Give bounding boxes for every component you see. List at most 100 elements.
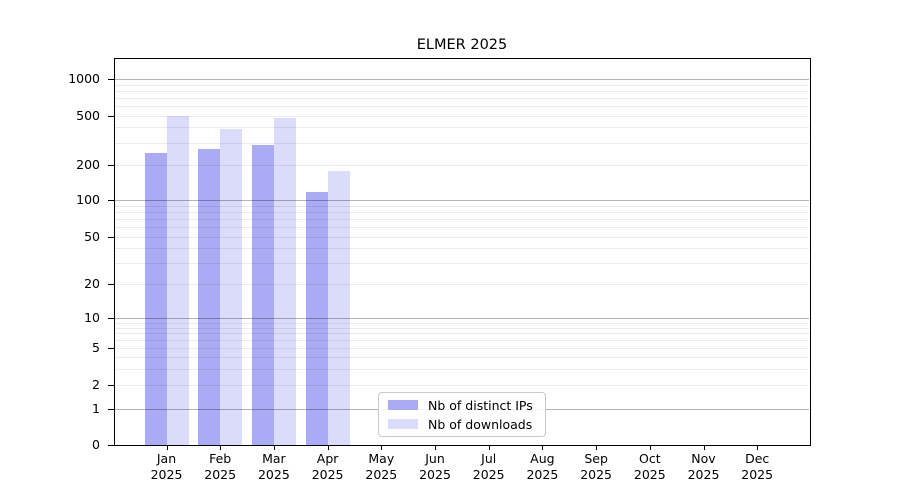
x-tick-label-dec: Dec 2025	[725, 451, 789, 483]
bar-nb-of-distinct-ips-feb	[198, 149, 221, 445]
x-tick-jun	[435, 446, 436, 450]
y-tick-label-0: 0	[92, 437, 100, 452]
x-tick-year: 2025	[257, 467, 290, 482]
gridline-minor-700	[115, 97, 809, 99]
y-tick-label-200: 200	[76, 156, 100, 172]
gridline-minor-8	[115, 327, 809, 329]
gridline-minor-6	[115, 340, 809, 342]
y-tick-label-100: 100	[76, 192, 100, 207]
gridline-minor-200	[115, 164, 809, 166]
x-tick-month: Dec	[745, 451, 770, 466]
y-tick-label-1: 1	[92, 400, 100, 416]
x-tick-month: Sep	[584, 451, 608, 466]
y-tick-label-10: 10	[84, 310, 100, 325]
x-tick-month: Apr	[316, 451, 339, 466]
gridline-minor-5	[115, 348, 809, 349]
y-tick-1000	[108, 79, 114, 80]
bar-nb-of-downloads-jan	[166, 115, 189, 445]
x-tick-year: 2025	[472, 467, 505, 482]
chart-title: ELMER 2025	[416, 37, 508, 53]
x-tick-jan	[166, 446, 168, 450]
bar-nb-of-downloads-mar	[273, 117, 296, 445]
x-tick-month: Oct	[638, 451, 661, 466]
x-tick-nov	[703, 446, 705, 450]
x-tick-aug	[542, 446, 544, 450]
y-tick-label-1000: 1000	[68, 71, 100, 86]
gridline-minor-2	[115, 385, 809, 386]
x-tick-month: Jul	[481, 451, 497, 466]
x-tick-label-mar: Mar 2025	[242, 451, 306, 483]
x-tick-oct	[649, 446, 651, 450]
x-tick-year: 2025	[687, 467, 720, 482]
gridline-minor-90	[115, 205, 809, 207]
x-tick-year: 2025	[741, 467, 774, 482]
y-tick-1	[108, 408, 114, 410]
bar-nb-of-downloads-feb	[220, 129, 243, 445]
gridline-minor-20	[115, 283, 809, 285]
x-tick-dec	[757, 446, 759, 450]
bar-nb-of-distinct-ips-apr	[305, 191, 328, 445]
gridline-major-10	[115, 318, 809, 319]
x-tick-year: 2025	[204, 467, 237, 482]
y-tick-50	[108, 237, 114, 238]
x-tick-year: 2025	[526, 467, 559, 482]
x-tick-month: May	[368, 451, 395, 466]
y-tick-label-2: 2	[92, 377, 100, 392]
y-tick-label-500: 500	[76, 107, 100, 123]
x-tick-label-feb: Feb 2025	[188, 451, 252, 483]
gridline-minor-30	[115, 262, 809, 264]
gridline-minor-300	[115, 142, 809, 144]
legend: Nb of distinct IPs Nb of downloads	[378, 392, 546, 437]
gridline-minor-800	[115, 90, 809, 92]
y-tick-5	[108, 348, 114, 349]
x-tick-feb	[220, 446, 222, 450]
bar-nb-of-distinct-ips-jan	[144, 152, 167, 445]
x-tick-label-jun: Jun 2025	[403, 451, 467, 483]
x-tick-month: Feb	[209, 451, 232, 466]
gridline-minor-70	[115, 219, 809, 221]
x-tick-may	[381, 446, 383, 450]
x-tick-label-jan: Jan 2025	[135, 451, 199, 483]
y-tick-label-5: 5	[92, 340, 100, 355]
y-tick-0	[108, 445, 114, 446]
gridline-minor-80	[115, 211, 809, 213]
y-tick-200	[108, 164, 114, 166]
x-tick-mar	[273, 446, 275, 450]
x-tick-year: 2025	[365, 467, 398, 482]
gridline-minor-40	[115, 248, 809, 250]
gridline-minor-3	[115, 368, 809, 370]
y-tick-20	[108, 283, 114, 285]
gridline-minor-4	[115, 357, 809, 358]
x-tick-year: 2025	[419, 467, 451, 482]
y-tick-500	[108, 115, 114, 117]
gridline-minor-7	[115, 333, 809, 335]
bar-nb-of-distinct-ips-mar	[251, 144, 274, 445]
y-tick-2	[108, 385, 114, 386]
x-tick-month: Aug	[530, 451, 555, 466]
x-tick-label-oct: Oct 2025	[618, 451, 682, 483]
x-tick-label-aug: Aug 2025	[510, 451, 574, 483]
x-tick-month: Mar	[262, 451, 286, 466]
x-tick-label-sep: Sep 2025	[564, 451, 628, 483]
x-tick-jul	[488, 446, 490, 450]
x-tick-month: Jun	[425, 451, 445, 466]
gridline-minor-400	[115, 127, 809, 129]
gridline-minor-50	[115, 237, 809, 238]
x-tick-year: 2025	[150, 467, 183, 482]
bar-nb-of-downloads-apr	[327, 171, 350, 445]
x-tick-year: 2025	[580, 467, 612, 482]
gridline-major-1000	[115, 79, 809, 80]
legend-label-distinct-ips: Nb of distinct IPs	[428, 397, 533, 413]
gridline-major-100	[115, 200, 809, 201]
legend-item-distinct-ips: Nb of distinct IPs	[388, 398, 545, 413]
y-tick-100	[108, 200, 114, 201]
x-tick-year: 2025	[633, 467, 666, 482]
legend-swatch-distinct-ips-icon	[388, 400, 418, 410]
x-tick-month: Jan	[156, 451, 177, 466]
x-tick-label-apr: Apr 2025	[296, 451, 360, 483]
legend-label-downloads: Nb of downloads	[428, 416, 533, 432]
gridline-minor-9	[115, 322, 809, 324]
x-tick-apr	[327, 446, 329, 450]
legend-swatch-downloads-icon	[388, 419, 418, 429]
